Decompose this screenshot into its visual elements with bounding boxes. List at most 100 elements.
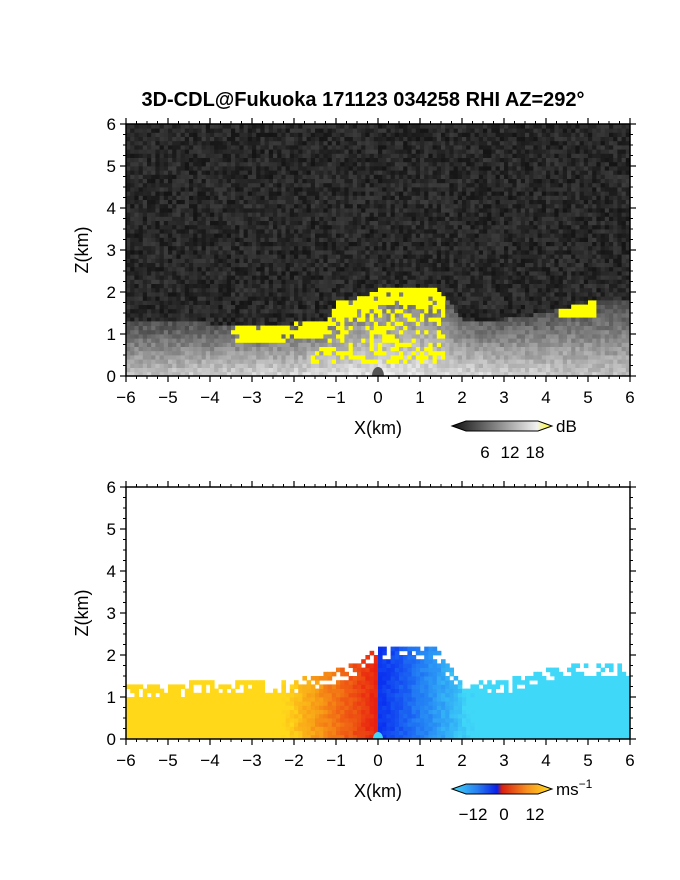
noise-cell: [264, 224, 270, 230]
noise-cell: [218, 161, 223, 167]
noise-cell: [579, 250, 585, 255]
noise-cell: [508, 161, 513, 167]
noise-cell: [327, 262, 333, 268]
noise-cell: [138, 187, 144, 192]
noise-cell: [247, 275, 253, 280]
noise-cell: [327, 212, 333, 217]
noise-cell: [533, 166, 538, 171]
noise-cell: [567, 254, 572, 259]
noise-cell: [256, 271, 261, 276]
noise-cell: [508, 271, 513, 276]
noise-cell: [302, 300, 307, 305]
noise-cell: [298, 140, 303, 146]
noise-cell: [176, 241, 181, 247]
noise-cell: [445, 229, 450, 234]
noise-cell: [310, 241, 316, 247]
noise-cell: [487, 271, 492, 276]
noise-cell: [445, 170, 450, 175]
noise-cell: [470, 250, 475, 255]
noise-cell: [163, 166, 169, 171]
noise-cell: [378, 241, 383, 247]
noise-cell: [441, 132, 446, 137]
noise-cell: [516, 182, 522, 188]
noise-cell: [399, 157, 404, 163]
noise-cell: [478, 124, 484, 129]
noise-cell: [579, 132, 585, 137]
noise-cell: [315, 161, 320, 167]
noise-cell: [201, 279, 207, 284]
noise-cell: [138, 149, 144, 154]
noise-cell: [247, 170, 253, 175]
noise-cell: [138, 216, 144, 221]
noise-cell: [302, 224, 307, 230]
noise-cell: [583, 212, 589, 217]
noise-cell: [411, 224, 417, 230]
noise-cell: [268, 245, 274, 251]
noise-cell: [562, 195, 568, 200]
noise-cell: [256, 262, 261, 268]
noise-cell: [474, 166, 480, 171]
noise-cell: [386, 132, 391, 137]
noise-cell: [184, 153, 190, 158]
noise-cell: [516, 149, 522, 154]
noise-cell: [285, 149, 291, 154]
noise-cell: [562, 145, 568, 150]
noise-cell: [541, 271, 547, 276]
noise-cell: [373, 220, 379, 226]
noise-cell: [294, 229, 299, 234]
noise-cell: [294, 178, 299, 184]
noise-cell: [218, 254, 223, 259]
noise-cell: [310, 258, 316, 263]
noise-cell: [285, 145, 291, 150]
noise-cell: [281, 262, 286, 268]
noise-cell: [470, 208, 475, 213]
noise-cell: [151, 300, 156, 305]
noise-cell: [361, 187, 366, 192]
noise-cell: [541, 166, 547, 171]
noise-cell: [340, 250, 345, 255]
noise-cell: [546, 203, 551, 209]
noise-cell: [441, 216, 446, 221]
noise-cell: [126, 128, 131, 133]
noise-cell: [520, 262, 526, 268]
noise-cell: [411, 266, 417, 272]
noise-cell: [331, 195, 337, 200]
noise-cell: [226, 321, 232, 326]
noise-cell: [558, 258, 564, 263]
noise-cell: [487, 174, 492, 179]
noise-cell: [352, 287, 358, 293]
noise-cell: [512, 216, 517, 221]
noise-cell: [575, 203, 580, 209]
noise-cell: [260, 136, 265, 142]
noise-cell: [424, 250, 429, 255]
noise-cell: [533, 220, 538, 226]
noise-cell: [449, 275, 454, 280]
noise-cell: [352, 254, 358, 259]
noise-cell: [327, 124, 333, 129]
noise-cell: [184, 157, 190, 163]
noise-cell: [273, 124, 278, 129]
noise-cell: [319, 271, 324, 276]
noise-cell: [453, 254, 459, 259]
noise-cell: [218, 275, 223, 280]
noise-cell: [310, 124, 316, 129]
noise-cell: [453, 145, 459, 150]
noise-cell: [340, 271, 345, 276]
noise-cell: [583, 178, 589, 184]
noise-cell: [445, 187, 450, 192]
noise-cell: [386, 149, 391, 154]
noise-cell: [176, 313, 181, 318]
noise-cell: [449, 279, 454, 284]
noise-cell: [483, 300, 488, 305]
noise-cell: [462, 275, 467, 280]
noise-cell: [243, 199, 249, 205]
noise-cell: [424, 199, 429, 205]
noise-cell: [537, 308, 543, 314]
noise-cell: [222, 313, 228, 318]
noise-cell: [382, 170, 387, 175]
noise-cell: [344, 266, 349, 272]
noise-cell: [348, 132, 354, 137]
noise-cell: [512, 191, 517, 196]
noise-cell: [378, 136, 383, 142]
noise-cell: [445, 245, 450, 251]
